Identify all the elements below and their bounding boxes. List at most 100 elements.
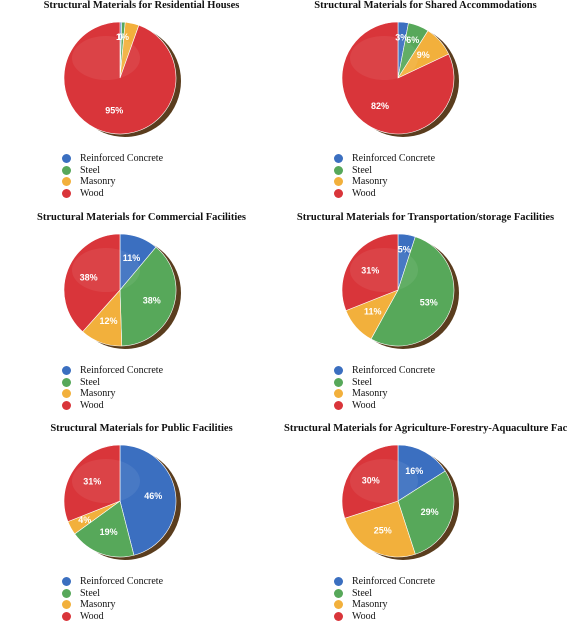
chart-title: Structural Materials for Residential Hou… — [43, 0, 240, 11]
legend-item-reinforced-concrete: Reinforced Concrete — [334, 576, 435, 588]
legend: Reinforced Concrete Steel Masonry Wood — [62, 153, 163, 199]
legend-label: Masonry — [352, 388, 388, 399]
pie-label-wood: 31% — [361, 265, 379, 275]
pie-slice-masonry — [344, 500, 416, 558]
legend-swatch — [334, 154, 343, 164]
chart-title: Structural Materials for Public Faciliti… — [50, 423, 233, 434]
legend-swatch — [62, 165, 71, 175]
pie-label-steel: 38% — [143, 295, 161, 305]
legend-swatch — [62, 377, 71, 387]
legend-swatch — [334, 177, 343, 187]
legend-item-wood: Wood — [62, 188, 163, 200]
legend-item-steel: Steel — [62, 377, 163, 389]
legend-label: Wood — [352, 610, 376, 622]
legend-item-reinforced-concrete: Reinforced Concrete — [62, 153, 163, 165]
legend-swatch — [334, 366, 343, 376]
legend-swatch — [334, 188, 343, 198]
pie-slice-wood — [341, 233, 399, 311]
legend-swatch — [334, 377, 343, 387]
pie-slice-wood — [341, 444, 399, 519]
legend-swatch — [62, 154, 71, 164]
legend-item-steel: Steel — [62, 165, 163, 177]
legend-item-wood: Wood — [334, 188, 435, 200]
legend-swatch — [62, 588, 71, 598]
legend-label: Wood — [80, 399, 104, 411]
legend-item-masonry: Masonry — [62, 388, 163, 400]
legend-label: Steel — [80, 376, 100, 388]
legend-item-reinforced-concrete: Reinforced Concrete — [62, 576, 163, 588]
chart-panel-agriculture-forestry-aquaculture: Structural Materials for Agriculture-For… — [284, 423, 567, 628]
legend-label: Masonry — [80, 599, 116, 610]
legend-swatch — [62, 188, 71, 198]
pie-chart: 5% 53% 11% 31% — [341, 233, 459, 349]
pie-gloss — [350, 459, 418, 503]
legend-label: Masonry — [80, 388, 116, 399]
legend-label: Steel — [352, 376, 372, 388]
legend-swatch — [334, 588, 343, 598]
legend-item-wood: Wood — [334, 611, 435, 623]
pie-chart: 11% 38% 12% 38% — [63, 233, 181, 349]
pie-label-wood: 95% — [105, 105, 123, 115]
chart-title: Structural Materials for Transportation/… — [296, 212, 555, 223]
pie-label-reinforced-concrete: 0 — [118, 32, 123, 42]
pie-label-wood: 30% — [362, 476, 380, 486]
pie-label-reinforced-concrete: 11% — [123, 253, 141, 263]
legend-label: Reinforced Concrete — [80, 365, 164, 376]
legend-label: Wood — [80, 610, 104, 622]
legend-item-masonry: Masonry — [62, 176, 163, 188]
legend-label: Reinforced Concrete — [80, 153, 164, 164]
legend-item-wood: Wood — [62, 400, 163, 412]
pie-label-wood: 31% — [83, 476, 101, 486]
legend-label: Masonry — [80, 176, 116, 187]
pie-label-reinforced-concrete: 5% — [398, 245, 411, 255]
pie-slice-reinforced-concrete — [397, 444, 446, 502]
pie-label-wood: 82% — [371, 101, 389, 111]
chart-title: Structural Materials for Shared Accommod… — [314, 0, 537, 11]
legend-label: Wood — [80, 187, 104, 199]
pie-slice-steel — [370, 236, 455, 347]
pie-slice-wood — [63, 21, 177, 135]
legend-item-wood: Wood — [62, 611, 163, 623]
legend-item-steel: Steel — [334, 377, 435, 389]
legend: Reinforced Concrete Steel Masonry Wood — [334, 576, 435, 622]
pie-label-masonry: 4% — [78, 515, 91, 525]
legend-swatch — [62, 400, 71, 410]
pie-gloss — [350, 36, 418, 80]
chart-panel-residential: Structural Materials for Residential Hou… — [0, 0, 283, 205]
legend-item-steel: Steel — [334, 588, 435, 600]
legend-item-masonry: Masonry — [334, 388, 435, 400]
legend-label: Reinforced Concrete — [352, 365, 436, 376]
pie-slice-wood — [63, 233, 121, 333]
legend: Reinforced Concrete Steel Masonry Wood — [334, 365, 435, 411]
pie-slice-steel — [119, 246, 177, 347]
legend-label: Steel — [80, 164, 100, 176]
legend-item-reinforced-concrete: Reinforced Concrete — [334, 365, 435, 377]
legend-label: Reinforced Concrete — [80, 576, 164, 587]
pie-label-masonry: 25% — [374, 525, 392, 535]
legend-swatch — [62, 177, 71, 187]
pie-gloss — [72, 36, 140, 80]
legend-label: Wood — [352, 187, 376, 199]
pie-slice-steel — [74, 500, 135, 558]
legend: Reinforced Concrete Steel Masonry Wood — [62, 576, 163, 622]
pie-label-steel: 19% — [100, 527, 118, 537]
legend-swatch — [334, 577, 343, 587]
pie-chart: 16% 29% 25% 30% — [341, 444, 459, 560]
legend-item-wood: Wood — [334, 400, 435, 412]
pie-label-steel: 29% — [421, 507, 439, 517]
legend-swatch — [62, 366, 71, 376]
legend-item-masonry: Masonry — [334, 599, 435, 611]
pie-label-reinforced-concrete: 46% — [144, 491, 162, 501]
pie-label-reinforced-concrete: 16% — [405, 466, 423, 476]
legend-swatch — [62, 577, 71, 587]
legend-swatch — [334, 389, 343, 399]
legend-swatch — [62, 600, 71, 610]
legend-swatch — [334, 165, 343, 175]
pie-label-wood: 38% — [80, 272, 98, 282]
pie-chart: 46% 19% 4% 31% — [63, 444, 181, 560]
legend-item-steel: Steel — [62, 588, 163, 600]
legend-item-masonry: Masonry — [334, 176, 435, 188]
chart-panel-shared-accommodations: Structural Materials for Shared Accommod… — [284, 0, 567, 205]
chart-title: Structural Materials for Commercial Faci… — [37, 212, 246, 223]
pie-chart: 3%6% 9% 82% — [341, 21, 459, 137]
